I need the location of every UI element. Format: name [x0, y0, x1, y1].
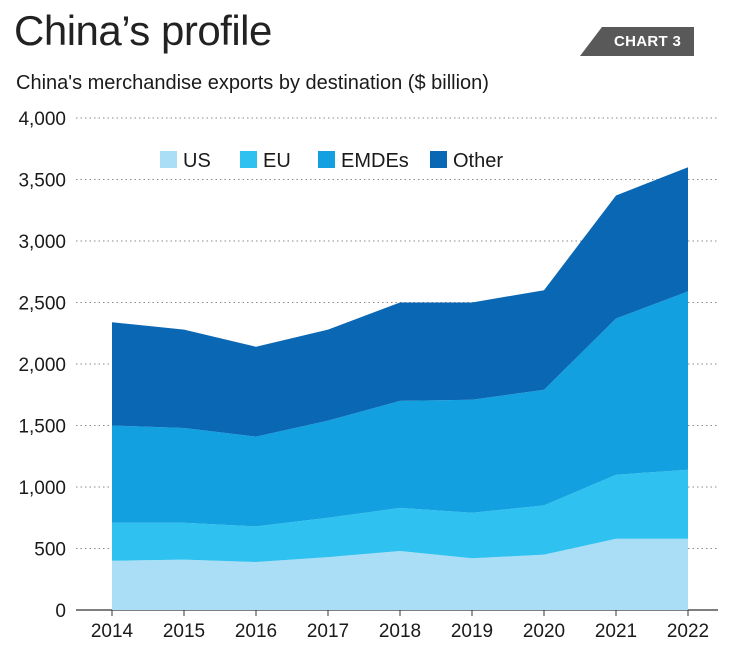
chart-title: China’s profile — [14, 7, 272, 54]
y-tick-label: 3,500 — [18, 171, 66, 192]
chart-number-badge: CHART 3 — [580, 27, 694, 56]
x-tick-label: 2020 — [523, 621, 565, 642]
x-tick-label: 2018 — [379, 621, 421, 642]
y-tick-label: 2,000 — [18, 355, 66, 376]
y-tick-label: 500 — [34, 540, 66, 561]
x-tick-label: 2017 — [307, 621, 349, 642]
legend-label-emdes: EMDEs — [341, 150, 409, 172]
area-emdes — [112, 291, 688, 527]
legend: US EU EMDEs Other — [160, 150, 503, 172]
legend-swatch-emdes — [318, 151, 335, 168]
area-other — [112, 167, 688, 437]
x-tick-label: 2015 — [163, 621, 205, 642]
y-tick-label: 2,500 — [18, 294, 66, 315]
chart-subtitle: China's merchandise exports by destinati… — [16, 72, 489, 94]
area-series — [112, 167, 688, 610]
y-tick-label: 0 — [55, 601, 66, 622]
legend-label-eu: EU — [263, 150, 291, 172]
y-tick-label: 1,500 — [18, 417, 66, 438]
area-us — [112, 538, 688, 610]
badge-shape — [580, 27, 694, 56]
legend-label-other: Other — [453, 150, 503, 172]
area-eu — [112, 469, 688, 562]
y-tick-label: 3,000 — [18, 232, 66, 253]
x-tick-label: 2021 — [595, 621, 637, 642]
y-axis-ticks: 0 500 1,000 1,500 2,000 2,500 3,000 3,500 4,000 — [18, 109, 66, 622]
x-tick-label: 2019 — [451, 621, 493, 642]
x-tick-label: 2014 — [91, 621, 134, 642]
legend-swatch-other — [430, 151, 447, 168]
legend-swatch-us — [160, 151, 177, 168]
badge-label: CHART 3 — [614, 33, 682, 50]
legend-swatch-eu — [240, 151, 257, 168]
y-tick-label: 4,000 — [18, 109, 66, 130]
legend-label-us: US — [183, 150, 211, 172]
x-axis-ticks: 2014 2015 2016 2017 2018 2019 2020 2021 2022 — [91, 610, 709, 642]
x-tick-label: 2022 — [667, 621, 709, 642]
x-tick-label: 2016 — [235, 621, 277, 642]
y-tick-label: 1,000 — [18, 478, 66, 499]
